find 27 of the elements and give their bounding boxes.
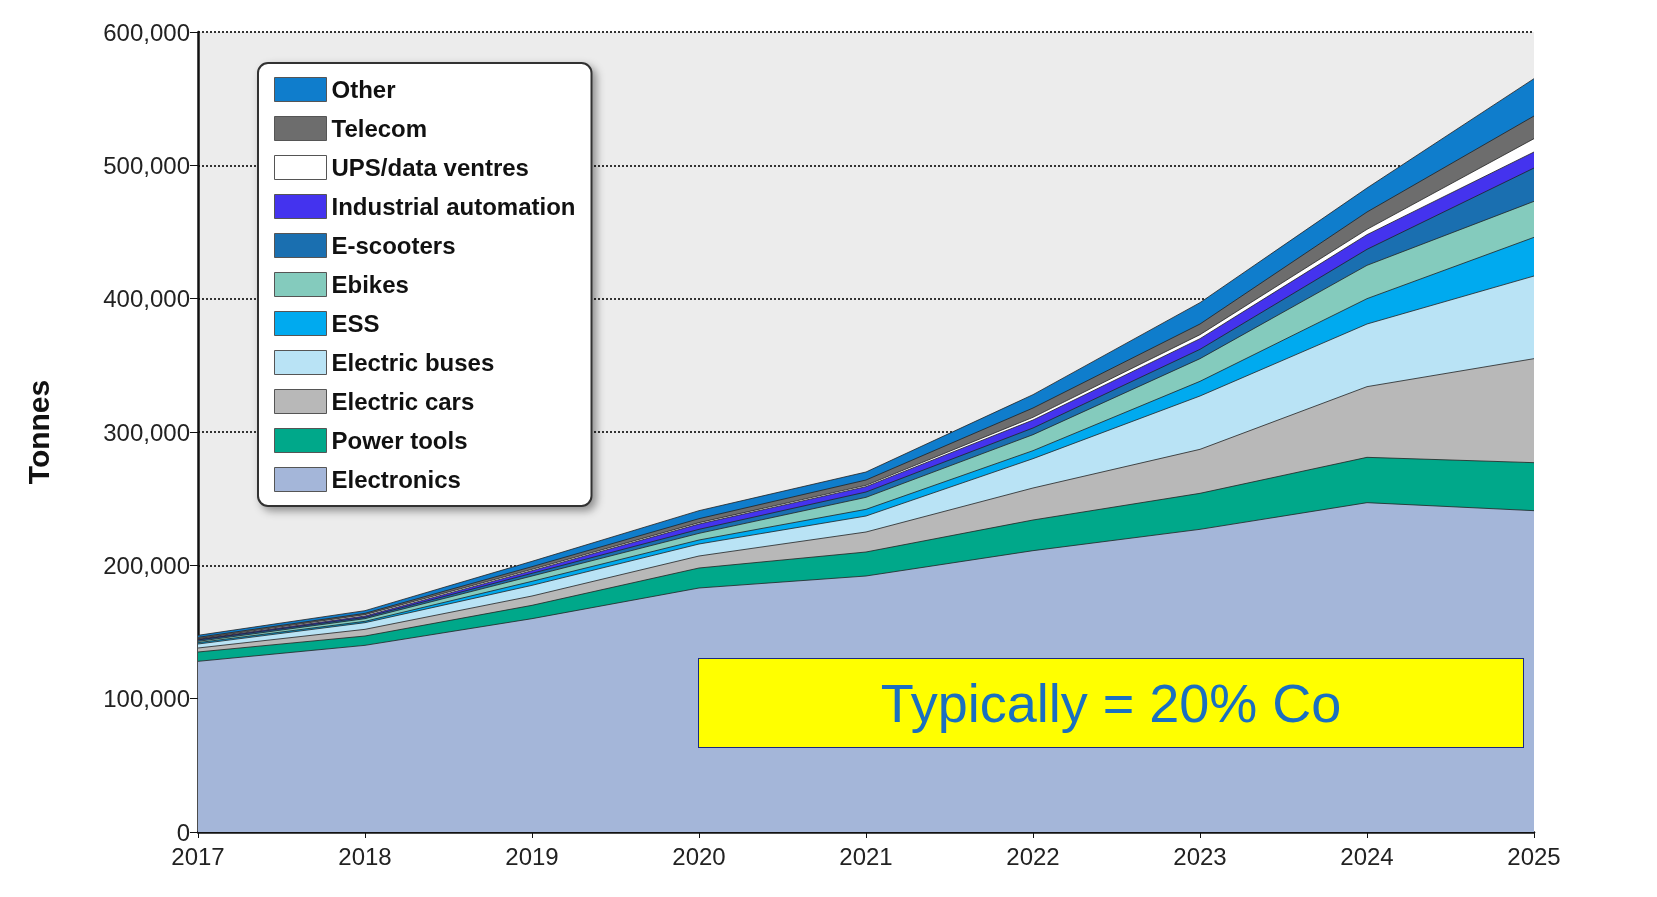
- legend-label: UPS/data ventres: [331, 154, 529, 181]
- y-axis-title: Tonnes: [21, 379, 55, 485]
- legend-label: Telecom: [331, 115, 428, 142]
- legend-label: Electric buses: [331, 349, 495, 376]
- y-tick-label: 500,000: [103, 151, 190, 179]
- x-tick-label: 2020: [672, 842, 726, 870]
- legend-label: Other: [331, 76, 396, 103]
- legend-label: E-scooters: [331, 232, 456, 259]
- y-tick-label: 300,000: [103, 418, 190, 446]
- legend-label: Electronics: [331, 466, 461, 493]
- x-tick-label: 2025: [1507, 842, 1561, 870]
- y-tick-label: 100,000: [103, 685, 190, 713]
- x-tick-label: 2021: [839, 842, 893, 870]
- legend-label: Power tools: [331, 427, 468, 454]
- legend-label: Electric cars: [331, 388, 475, 415]
- y-tick-label: 600,000: [103, 18, 190, 46]
- x-tick-label: 2022: [1006, 842, 1060, 870]
- y-tick-label: 200,000: [103, 551, 190, 579]
- x-tick-label: 2019: [505, 842, 559, 870]
- legend-label: Industrial automation: [331, 193, 576, 220]
- x-tick-label: 2023: [1173, 842, 1227, 870]
- y-tick-label: 400,000: [103, 285, 190, 313]
- legend-label: ESS: [331, 310, 380, 337]
- note-box: Typically = 20% Co: [698, 658, 1524, 748]
- legend-label: Ebikes: [331, 271, 409, 298]
- x-tick-label: 2018: [338, 842, 392, 870]
- x-tick-label: 2024: [1340, 842, 1394, 870]
